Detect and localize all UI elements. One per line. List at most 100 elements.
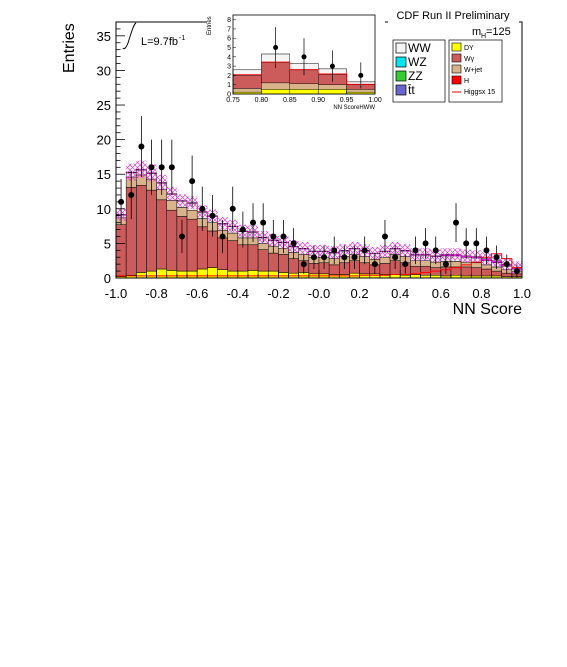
- bar-Wjet-30: [420, 260, 431, 267]
- data-point-25: [371, 254, 378, 274]
- data-point-30: [422, 228, 429, 259]
- x-tick-label: -0.6: [186, 286, 208, 301]
- data-point-32: [442, 254, 449, 274]
- inset-y-tick-label: 5: [227, 45, 231, 52]
- data-point-19: [310, 245, 317, 270]
- legend-label: WW: [408, 41, 431, 55]
- legend-label: Higgsx 15: [464, 89, 495, 96]
- bar-W-7: [186, 218, 198, 272]
- legend-entry-W: Wγ: [451, 53, 475, 63]
- inset-marker: [301, 54, 307, 60]
- inset-data-point-0: [273, 27, 279, 68]
- inset-bar-layer: [289, 83, 319, 90]
- inset-x-tick-label: 0.75: [226, 97, 240, 104]
- data-point-marker: [138, 143, 145, 150]
- x-tick-label: -0.0: [308, 286, 330, 301]
- bar-Wjet-33: [450, 261, 462, 268]
- data-point-marker: [412, 247, 419, 254]
- data-point-marker: [463, 240, 470, 247]
- bar-W-30: [420, 265, 431, 276]
- title-box: CDF Run II Preliminary: [388, 8, 519, 23]
- mass-subscript: H: [481, 33, 486, 40]
- uncertainty-band-25: [369, 246, 380, 260]
- data-point-27: [392, 245, 399, 270]
- data-point-marker: [442, 261, 449, 268]
- data-point-marker: [178, 233, 185, 240]
- data-point-marker: [239, 226, 246, 233]
- inset-background: [207, 8, 385, 110]
- inset-y-tick-label: 0: [227, 92, 231, 99]
- inset-x-label: NN ScoreHWW: [333, 105, 375, 111]
- data-point-marker: [250, 219, 257, 226]
- data-point-37: [493, 245, 500, 270]
- bar-DY-6: [176, 270, 188, 279]
- inset-bin-0: [232, 69, 262, 95]
- bar-W-33: [450, 266, 462, 276]
- legend-swatch: [451, 53, 462, 63]
- bar-Wjet-36: [481, 264, 492, 270]
- data-point-marker: [331, 247, 338, 254]
- data-point-marker: [513, 268, 520, 275]
- higgs-x15-curve: [116, 253, 522, 277]
- bar-W-29: [410, 265, 421, 275]
- legend-label: W+jet: [464, 67, 482, 74]
- data-point-marker: [148, 164, 155, 171]
- data-point-marker: [300, 261, 307, 268]
- inset-data-point-3: [358, 62, 364, 89]
- bar-DY-27: [389, 274, 401, 279]
- data-point-9: [209, 194, 216, 237]
- data-point-16: [280, 219, 287, 254]
- legend-swatch: [395, 84, 407, 96]
- bar-DY-13: [247, 270, 259, 279]
- bar-W-12: [237, 244, 249, 272]
- legend-entry-WW: WW: [395, 41, 431, 55]
- data-point-26: [381, 219, 388, 254]
- data-point-0: [118, 179, 125, 225]
- data-point-marker: [402, 261, 409, 268]
- y-tick-label: 20: [97, 133, 111, 148]
- y-axis-label: Entries: [61, 23, 78, 73]
- bar-DY-14: [257, 270, 269, 279]
- bar-W-21: [328, 264, 340, 275]
- bar-W-35: [471, 267, 482, 277]
- y-axis-ticks: 0 5 10 15 20 25 30 35: [97, 21, 125, 286]
- uncertainty-band-18: [298, 242, 309, 255]
- x-tick-label: -0.2: [267, 286, 289, 301]
- data-point-marker: [381, 233, 388, 240]
- x-tick-label: 1.0: [513, 286, 531, 301]
- bar-DY-2: [136, 272, 147, 279]
- inset-data-point-2: [329, 50, 335, 82]
- inset-bar-layer: [289, 89, 319, 95]
- inset-y-tick-label: 2: [227, 73, 231, 80]
- luminosity-label: L=9.7fb -1: [122, 22, 185, 50]
- bar-W-13: [247, 244, 259, 271]
- data-point-15: [270, 219, 277, 254]
- bar-DY-8: [196, 268, 208, 279]
- luminosity-exponent: -1: [179, 35, 185, 42]
- bar-DY-9: [207, 267, 218, 279]
- chart-title: CDF Run II Preliminary: [396, 10, 510, 22]
- legend-entry-tt: t̄t: [395, 83, 415, 97]
- bar-DY-12: [237, 270, 249, 279]
- data-point-21: [331, 236, 338, 265]
- integral-sign-icon: [122, 22, 137, 50]
- legend-label: DY: [464, 45, 474, 52]
- inset-x-tick-label: 0.95: [340, 97, 354, 104]
- legend-entry-H: H: [451, 75, 469, 85]
- x-tick-label: -1.0: [105, 286, 127, 301]
- data-point-17: [290, 228, 297, 259]
- inset-y-tick-label: 1: [227, 82, 231, 89]
- bar-W-16: [278, 254, 289, 273]
- bar-Wjet-6: [176, 207, 188, 217]
- legend-entry-WZ: WZ: [395, 55, 427, 69]
- data-point-marker: [280, 233, 287, 240]
- inset-bar-layer: [232, 88, 262, 93]
- inset-marker: [358, 72, 364, 78]
- data-point-8: [199, 186, 206, 231]
- inset-y-tick-label: 6: [227, 36, 231, 43]
- y-tick-label: 30: [97, 63, 111, 78]
- data-point-28: [402, 254, 409, 274]
- data-point-4: [158, 139, 165, 195]
- mass-symbol: m: [472, 26, 481, 38]
- y-tick-label: 5: [104, 236, 111, 251]
